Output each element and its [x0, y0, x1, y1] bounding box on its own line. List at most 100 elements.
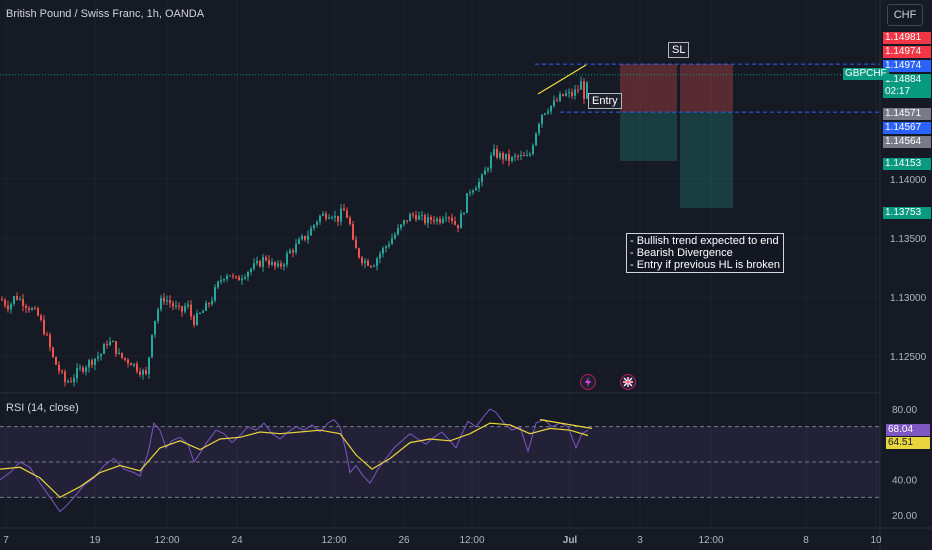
analysis-note[interactable]: - Bullish trend expected to end - Bearis… [626, 233, 784, 273]
candle-body [427, 217, 429, 224]
candle-body [547, 111, 549, 114]
note-line: - Entry if previous HL is broken [630, 259, 780, 271]
lightning-event-icon[interactable] [580, 374, 596, 390]
candle-body [67, 381, 69, 383]
candle-body [139, 371, 141, 375]
candle-body [94, 358, 96, 365]
candle-body [400, 224, 402, 229]
candle-body [244, 277, 246, 279]
candle-body [136, 363, 138, 372]
note-line: - Bearish Divergence [630, 247, 733, 259]
stop-zone [620, 64, 677, 113]
trade-box[interactable] [620, 64, 733, 209]
candle-body [454, 220, 456, 225]
countdown-tag: 02:17 [883, 86, 931, 98]
candle-body [187, 304, 189, 307]
time-tick-label: 7 [3, 535, 9, 546]
candle-body [205, 303, 207, 311]
candle-body [31, 308, 33, 310]
level-lines [0, 63, 880, 113]
candle-body [442, 218, 444, 223]
candle-body [235, 276, 237, 278]
candle-body [190, 304, 192, 317]
price-tag: 1.14567 [883, 122, 931, 134]
divergence-lines [537, 64, 593, 430]
candle-body [586, 82, 588, 99]
candle-body [574, 89, 576, 96]
entry-label[interactable]: Entry [588, 93, 622, 109]
candle-body [568, 92, 570, 94]
candle-body [370, 265, 372, 267]
candle-body [175, 305, 177, 307]
candle-body [19, 298, 21, 300]
candle-body [241, 278, 243, 281]
candle-body [163, 297, 165, 302]
candle-body [466, 193, 468, 214]
candle-body [271, 262, 273, 265]
candle-body [169, 300, 171, 304]
candle-body [379, 253, 381, 259]
candle-body [223, 279, 225, 281]
candle-body [217, 281, 219, 288]
candle-body [313, 224, 315, 229]
candle-body [403, 220, 405, 225]
candle-body [64, 371, 66, 382]
candle-body [349, 217, 351, 225]
candle-body [478, 181, 480, 189]
time-tick-label: 12:00 [459, 535, 484, 546]
candle-body [433, 219, 435, 222]
candle-body [532, 145, 534, 155]
candle-body [97, 356, 99, 359]
candle-body [79, 367, 81, 369]
candles [1, 76, 588, 387]
time-tick-label: 24 [231, 535, 243, 546]
candle-body [526, 155, 528, 157]
candle-body [445, 217, 447, 219]
candle-body [460, 213, 462, 229]
candle-body [307, 235, 309, 240]
candle-body [520, 155, 522, 157]
candle-body [577, 89, 579, 91]
candle-body [286, 253, 288, 265]
note-line: - Bullish trend expected to end [630, 235, 779, 247]
candle-body [301, 235, 303, 240]
candle-body [73, 378, 75, 383]
candle-body [10, 303, 12, 310]
candle-body [457, 224, 459, 229]
candle-body [508, 153, 510, 162]
rsi-lines [0, 408, 589, 513]
uk-flag-event-icon[interactable] [620, 374, 636, 390]
candle-body [4, 300, 6, 306]
candle-body [502, 152, 504, 160]
candle-body [130, 363, 132, 366]
candle-body [160, 297, 162, 310]
candle-body [118, 352, 120, 355]
rsi-ma-tag: 64.51 [886, 437, 930, 450]
price-tag: 1.14564 [883, 136, 931, 148]
candle-body [397, 228, 399, 235]
candle-body [262, 257, 264, 267]
candle-body [214, 287, 216, 301]
candle-body [280, 263, 282, 267]
currency-button[interactable]: CHF [887, 4, 923, 26]
time-tick-label: 8 [803, 535, 809, 546]
candle-body [91, 360, 93, 365]
candle-body [328, 217, 330, 219]
sl-label[interactable]: SL [668, 42, 690, 58]
rsi-tick-label: 40.00 [892, 476, 917, 487]
candle-body [385, 246, 387, 249]
candle-body [481, 174, 483, 182]
candle-body [106, 343, 108, 346]
candle-body [451, 217, 453, 221]
candle-body [376, 258, 378, 267]
candle-body [316, 221, 318, 225]
target-zone [620, 112, 677, 161]
candle-body [76, 368, 78, 379]
candle-body [382, 248, 384, 254]
price-divergence-line [537, 64, 587, 95]
candle-body [40, 315, 42, 320]
rsi-zone [0, 426, 880, 498]
candle-body [550, 105, 552, 112]
candle-body [562, 94, 564, 96]
